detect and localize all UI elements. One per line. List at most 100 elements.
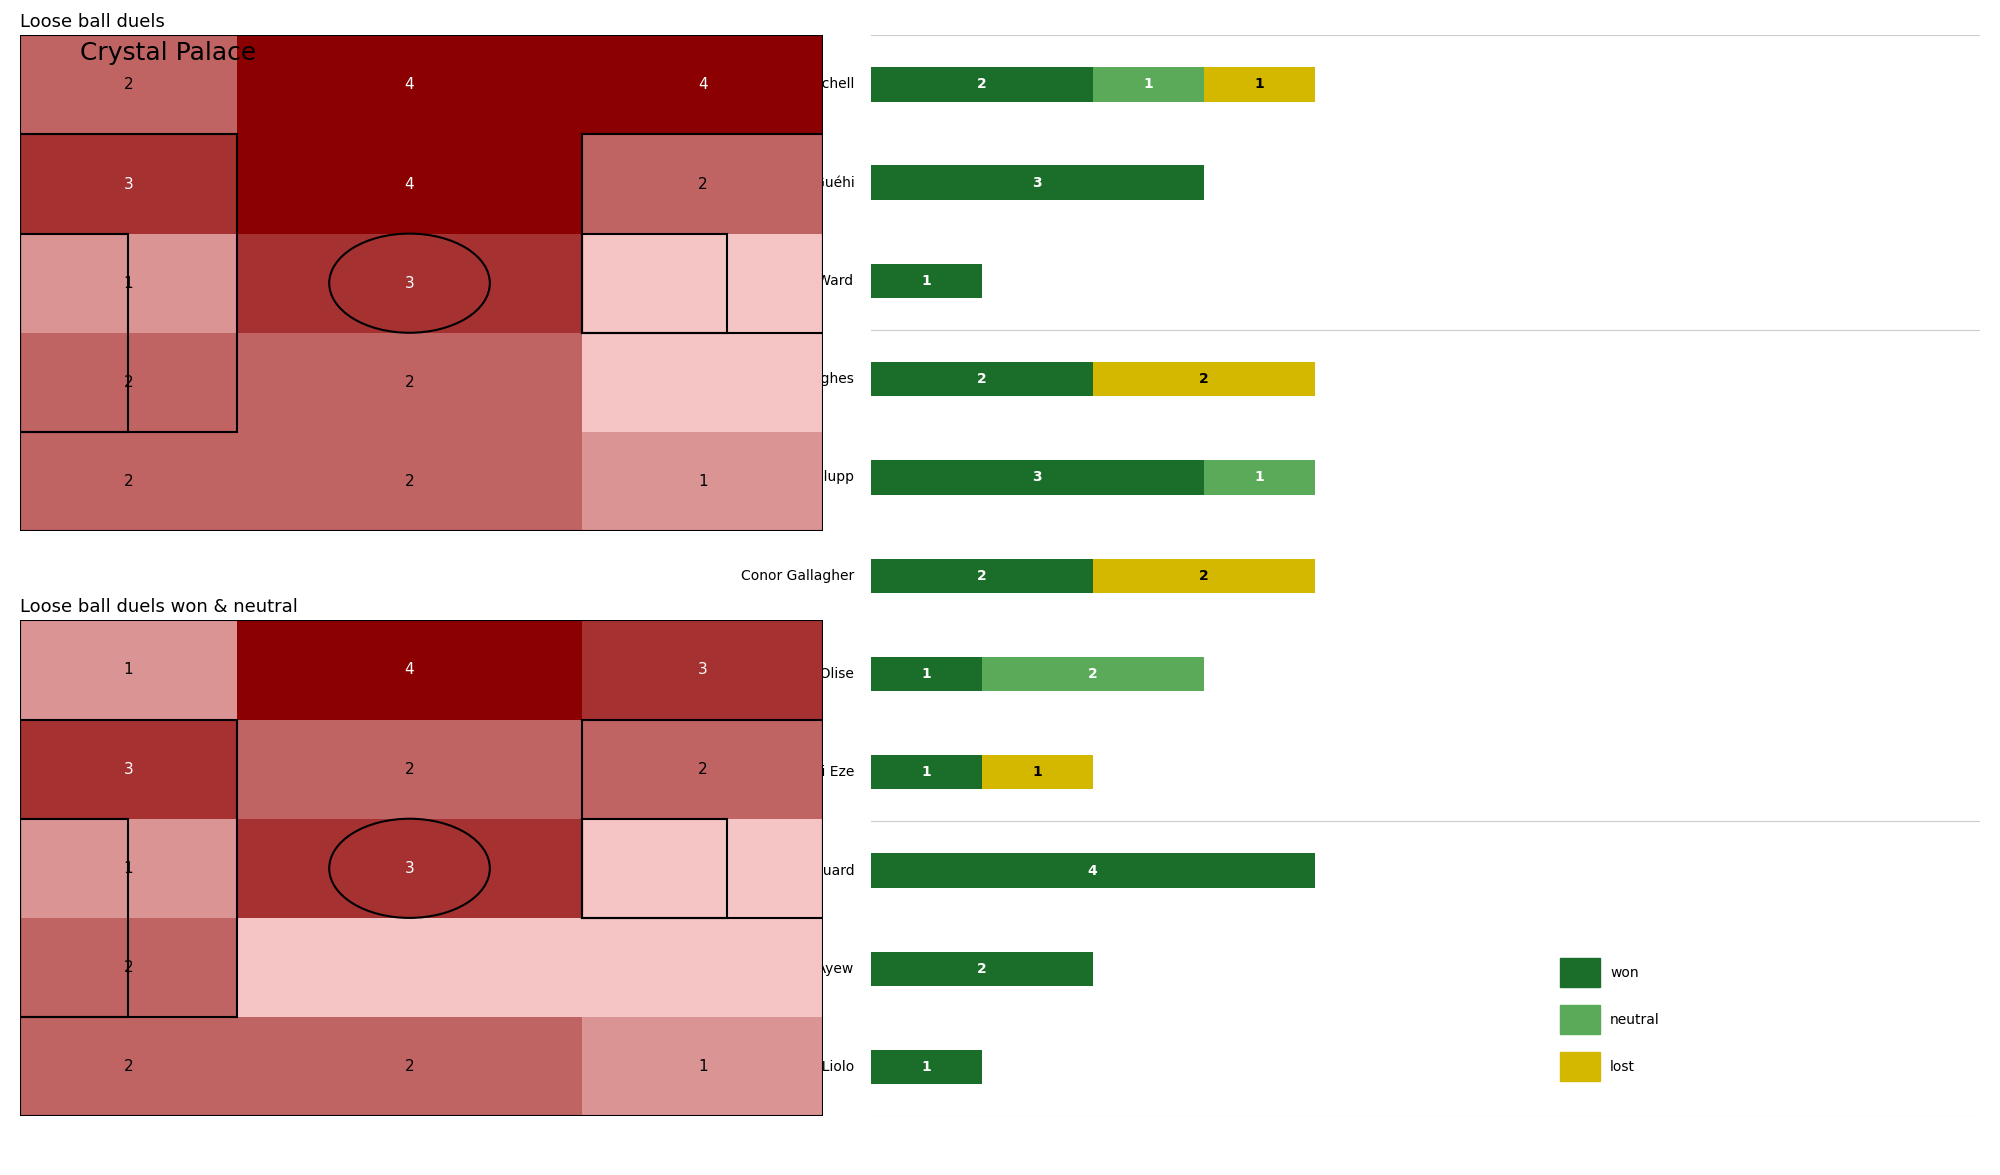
Bar [20,134,236,432]
Text: 3: 3 [124,176,134,192]
Bar [870,558,1092,593]
Bar [20,35,236,134]
Text: 1: 1 [1032,765,1042,779]
Text: 4: 4 [404,78,414,93]
Text: Jordan Ayew: Jordan Ayew [770,962,854,976]
Text: Will Hughes: Will Hughes [772,372,854,387]
Bar [870,263,982,298]
Bar [870,657,982,691]
Text: 1: 1 [124,861,134,875]
Bar [870,756,982,790]
Bar [20,918,236,1018]
Text: 1: 1 [922,765,932,779]
Text: 1: 1 [922,274,932,288]
Text: 3: 3 [1032,175,1042,189]
Bar [236,1018,582,1116]
Bar [870,362,1092,396]
Text: 2: 2 [1198,569,1208,583]
Text: 2: 2 [1198,372,1208,387]
Bar [236,432,582,531]
Bar [20,719,236,819]
Text: Michael Olise: Michael Olise [762,667,854,682]
Text: 2: 2 [976,78,986,92]
Bar [870,166,1204,200]
Text: 4: 4 [404,176,414,192]
Bar [982,657,1204,691]
Bar [20,719,236,1018]
Text: Eberechi Eze: Eberechi Eze [764,765,854,779]
Text: Loose ball duels won & neutral: Loose ball duels won & neutral [20,598,298,616]
Bar [582,918,824,1018]
Text: 1: 1 [124,276,134,290]
Text: 1: 1 [922,667,932,682]
Bar [236,234,582,333]
Text: Joel Ward: Joel Ward [790,274,854,288]
Text: 2: 2 [1088,667,1098,682]
Text: 4: 4 [404,663,414,678]
Bar [236,719,582,819]
Text: 2: 2 [124,375,134,390]
Text: Christian Benteke Liolo: Christian Benteke Liolo [694,1060,854,1074]
Text: lost: lost [1610,1060,1636,1074]
Text: 3: 3 [124,761,134,777]
Text: Tyrick Mitchell: Tyrick Mitchell [756,78,854,92]
Bar [1092,558,1314,593]
Text: 1: 1 [698,474,708,489]
Text: 1: 1 [922,1060,932,1074]
Bar [20,819,128,1018]
Text: Marc Guéhi: Marc Guéhi [776,175,854,189]
Text: Conor Gallagher: Conor Gallagher [742,569,854,583]
Text: 4: 4 [1088,864,1098,878]
Bar [20,234,236,333]
Text: 1: 1 [1144,78,1154,92]
Text: 1: 1 [1254,78,1264,92]
Bar [236,819,582,918]
Text: 3: 3 [404,276,414,290]
Text: Loose ball duels: Loose ball duels [20,13,164,31]
Bar [1204,67,1314,101]
Text: Jeffrey  Schlupp: Jeffrey Schlupp [746,470,854,484]
Bar [236,918,582,1018]
Text: 1: 1 [698,1059,708,1074]
Bar [582,819,726,918]
Text: 2: 2 [404,375,414,390]
Text: 2: 2 [124,474,134,489]
Bar [870,1050,982,1085]
Bar [870,461,1204,495]
Bar [582,134,824,333]
Text: Crystal Palace: Crystal Palace [80,41,256,65]
Bar [870,67,1092,101]
Text: 2: 2 [404,474,414,489]
Bar [236,134,582,234]
Text: 3: 3 [698,663,708,678]
Bar [236,333,582,432]
Bar [582,620,824,719]
Bar [870,952,1092,986]
Bar [20,432,236,531]
Text: Odsonne Édouard: Odsonne Édouard [730,864,854,878]
Bar [1092,67,1204,101]
Text: 2: 2 [124,78,134,93]
Bar [582,1018,824,1116]
Text: 3: 3 [1032,470,1042,484]
Bar [20,819,236,918]
Text: 3: 3 [404,861,414,875]
Text: 2: 2 [698,761,708,777]
Text: 2: 2 [976,962,986,976]
Bar [582,134,824,234]
Bar [20,620,236,719]
Text: 2: 2 [124,1059,134,1074]
Text: won: won [1610,966,1638,980]
Bar [20,234,128,432]
Bar [582,35,824,134]
Bar [20,1018,236,1116]
Text: 4: 4 [698,78,708,93]
Text: 2: 2 [124,960,134,975]
Text: 2: 2 [698,176,708,192]
Bar [1204,461,1314,495]
Bar [582,719,824,918]
Text: 2: 2 [976,569,986,583]
Bar [20,333,236,432]
Bar [982,756,1092,790]
Text: 1: 1 [1254,470,1264,484]
